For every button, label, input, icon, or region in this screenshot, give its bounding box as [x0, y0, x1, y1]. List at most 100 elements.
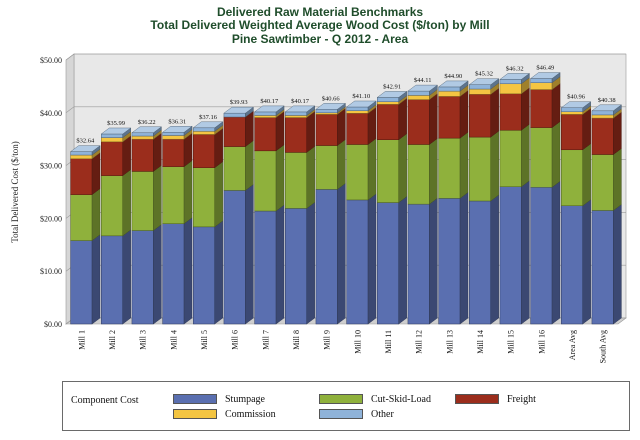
x-tick-label: Mill 16 — [537, 330, 546, 354]
bar-segment-commission — [70, 154, 93, 159]
bar-side-cut-skid-load — [275, 144, 285, 212]
bar-side-cut-skid-load — [183, 160, 193, 225]
bar-segment-cut-skid-load — [469, 136, 491, 202]
bar-total-label: $41.10 — [352, 93, 370, 100]
bar-side-freight — [551, 83, 561, 128]
bar-side-stumpage — [275, 204, 285, 325]
bar-top — [529, 72, 561, 79]
legend-swatch-freight — [455, 394, 499, 404]
bar-stack — [192, 121, 224, 325]
x-tick-label: Mill 9 — [323, 330, 332, 350]
bar-total-label: $32.64 — [76, 138, 95, 145]
bar-segment-other — [407, 90, 430, 96]
y-tick-label: $30.00 — [40, 162, 62, 171]
bar-total-label: $40.96 — [567, 94, 586, 101]
bar-segment-other — [223, 112, 246, 118]
bar-side-freight — [337, 107, 346, 146]
bar-side-cut-skid-load — [551, 121, 561, 188]
bar-side-freight — [275, 111, 285, 152]
bar-segment-cut-skid-load — [101, 175, 123, 237]
bar-segment-freight — [346, 113, 369, 145]
y-tick-label: $0.00 — [44, 320, 62, 329]
legend-swatch-commission — [173, 409, 217, 419]
bar-segment-other — [377, 97, 399, 102]
bar-segment-freight — [285, 117, 307, 153]
legend-swatch-stumpage — [173, 394, 217, 404]
bar-side-stumpage — [551, 180, 561, 325]
x-tick-label: Mill 6 — [231, 330, 240, 350]
bar-side-freight — [306, 111, 315, 153]
bar-side-freight — [582, 107, 591, 151]
bar-segment-commission — [377, 101, 399, 105]
bar-segment-cut-skid-load — [285, 152, 307, 209]
bar-side-stumpage — [122, 229, 131, 325]
bar-side-cut-skid-load — [459, 131, 469, 199]
bar-total-label: $40.17 — [291, 98, 310, 105]
bar-side-stumpage — [153, 224, 162, 325]
bar-segment-other — [438, 86, 461, 92]
bar-segment-other — [285, 111, 307, 116]
y-tick-label: $50.00 — [40, 56, 62, 65]
bar-segment-stumpage — [346, 199, 369, 325]
bar-segment-freight — [469, 94, 491, 138]
bar-top — [100, 127, 132, 135]
bar-side-freight — [613, 111, 622, 155]
bar-total-label: $40.17 — [260, 98, 279, 105]
bar-side-stumpage — [306, 201, 315, 325]
bar-segment-commission — [469, 88, 491, 95]
bar-segment-commission — [285, 115, 307, 118]
bar-side-stumpage — [245, 184, 254, 325]
x-tick-label: Mill 14 — [476, 330, 485, 354]
bar-segment-stumpage — [223, 190, 246, 325]
bar-top — [346, 100, 377, 108]
bar-total-label: $40.38 — [598, 97, 616, 104]
bar-segment-cut-skid-load — [499, 129, 522, 187]
x-tick-label: Mill 7 — [261, 330, 270, 350]
bar-side-stumpage — [429, 197, 438, 325]
bar-segment-cut-skid-load — [315, 145, 338, 190]
x-tick-label: Mill 8 — [292, 330, 301, 350]
bar-side-cut-skid-load — [306, 145, 315, 209]
x-tick-label: Mill 4 — [169, 330, 178, 350]
bar-segment-cut-skid-load — [162, 166, 185, 224]
bar-segment-stumpage — [131, 230, 154, 325]
bar-top — [284, 105, 316, 113]
bar-top — [131, 126, 162, 133]
bar-segment-stumpage — [315, 189, 338, 325]
bar-segment-stumpage — [285, 208, 307, 325]
bar-segment-stumpage — [377, 202, 399, 325]
bar-side-cut-skid-load — [582, 143, 591, 207]
bar-segment-cut-skid-load — [223, 146, 246, 191]
bar-segment-freight — [315, 114, 338, 146]
chart-legend: Component Cost Stumpage Cut-Skid-Load Fr… — [62, 381, 630, 431]
bar-segment-other — [254, 111, 277, 116]
bar-segment-cut-skid-load — [346, 144, 369, 201]
bar-side-freight — [459, 90, 469, 139]
bar-stack — [438, 80, 469, 325]
x-tick-label: Mill 1 — [77, 330, 86, 350]
bar-segment-cut-skid-load — [438, 137, 461, 199]
bar-stack — [223, 106, 254, 325]
x-tick-label: Area Avg — [568, 330, 577, 360]
bar-segment-cut-skid-load — [254, 150, 277, 212]
bar-side-stumpage — [521, 180, 530, 325]
bar-total-label: $40.66 — [322, 95, 341, 102]
bar-segment-other — [101, 133, 123, 138]
bar-total-label: $46.49 — [536, 65, 554, 72]
y-gridline — [65, 53, 626, 61]
chart-title-line2: Total Delivered Weighted Average Wood Co… — [150, 18, 490, 32]
bar-side-freight — [521, 87, 530, 131]
bar-top — [560, 101, 592, 108]
bar-side-cut-skid-load — [367, 138, 377, 201]
bar-total-label: $45.32 — [475, 71, 493, 78]
bar-segment-stumpage — [407, 203, 430, 325]
bar-side-freight — [122, 135, 131, 177]
bar-side-stumpage — [214, 220, 223, 325]
bar-stack — [131, 126, 162, 325]
bar-segment-other — [591, 110, 614, 116]
bar-segment-stumpage — [499, 186, 522, 325]
bar-segment-cut-skid-load — [377, 139, 399, 203]
bar-segment-other — [469, 84, 491, 90]
bar-segment-cut-skid-load — [530, 127, 553, 188]
bar-segment-commission — [346, 110, 369, 114]
